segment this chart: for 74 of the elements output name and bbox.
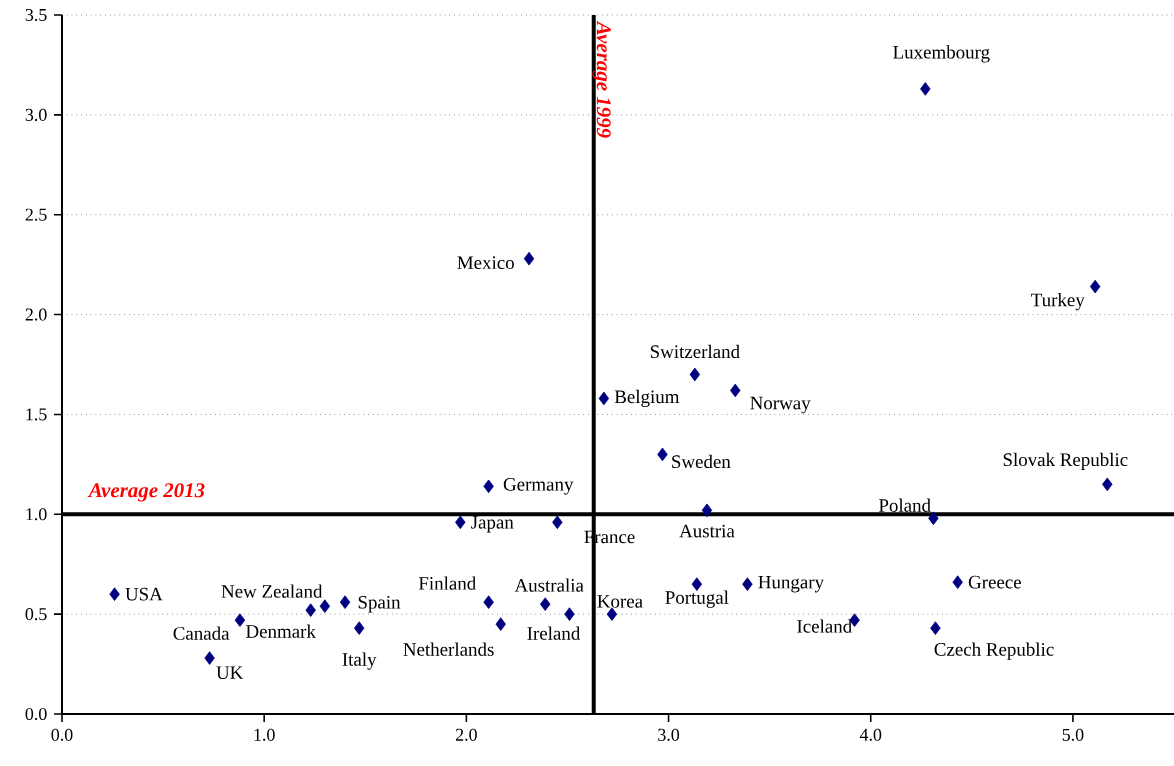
x-tick-label: 2.0 bbox=[455, 728, 477, 741]
annotation: Spain bbox=[358, 595, 401, 613]
y-tick-label: 2.5 bbox=[25, 208, 47, 221]
x-tick-label: 3.0 bbox=[658, 728, 680, 741]
point bbox=[1089, 279, 1101, 294]
annotation: Poland bbox=[878, 498, 931, 512]
annotation: Japan bbox=[471, 516, 514, 533]
point bbox=[691, 577, 703, 591]
annotation: Norway bbox=[750, 396, 811, 414]
point bbox=[495, 617, 506, 631]
annotation: Turkey bbox=[1031, 293, 1085, 311]
annotation: Mexico bbox=[457, 256, 514, 270]
annotation: Finland bbox=[418, 576, 476, 590]
ref-line-label: Average 2013 bbox=[87, 483, 205, 502]
point bbox=[319, 599, 331, 613]
annotation: USA bbox=[125, 587, 163, 601]
point bbox=[354, 621, 365, 635]
point bbox=[928, 511, 939, 526]
point bbox=[920, 82, 931, 96]
annotation: Korea bbox=[597, 595, 643, 608]
x-tick-label: 0.0 bbox=[51, 728, 73, 741]
point bbox=[483, 479, 494, 494]
annotation: Hungary bbox=[758, 575, 824, 593]
x-tick-label: 4.0 bbox=[859, 728, 882, 741]
y-tick-label: 1.0 bbox=[26, 508, 47, 521]
point bbox=[523, 251, 535, 266]
point bbox=[742, 577, 753, 591]
annotation: Czech Republic bbox=[934, 642, 1054, 660]
point bbox=[234, 613, 246, 627]
annotation: Slovak Republic bbox=[1003, 452, 1128, 470]
annotation: Austria bbox=[679, 524, 735, 538]
annotation: Belgium bbox=[614, 389, 680, 408]
point bbox=[305, 603, 316, 617]
y-tick-label: 2.0 bbox=[25, 308, 47, 321]
point bbox=[952, 575, 963, 589]
point bbox=[730, 383, 741, 398]
annotation: Portugal bbox=[665, 590, 729, 608]
point bbox=[1102, 477, 1113, 492]
point bbox=[606, 607, 618, 621]
annotation: Italy bbox=[342, 652, 377, 670]
point bbox=[204, 651, 215, 665]
annotation: Sweden bbox=[672, 454, 731, 469]
annotation: Greece bbox=[968, 575, 1021, 589]
point bbox=[701, 503, 713, 518]
y-tick-label: 3.0 bbox=[25, 108, 47, 121]
annotation: New Zealand bbox=[221, 584, 323, 598]
annotation: Ireland bbox=[527, 626, 581, 640]
point bbox=[598, 391, 610, 406]
point bbox=[455, 515, 466, 530]
y-tick-label: 3.5 bbox=[25, 8, 47, 22]
annotation: Luxembourg bbox=[893, 45, 990, 63]
point bbox=[552, 515, 563, 530]
point bbox=[483, 595, 494, 609]
point bbox=[930, 621, 941, 635]
point bbox=[564, 607, 575, 621]
annotation: Iceland bbox=[797, 619, 852, 633]
annotation: Denmark bbox=[246, 624, 316, 638]
y-tick-label: 1.5 bbox=[26, 408, 47, 421]
point bbox=[339, 595, 351, 609]
annotation: Switzerland bbox=[650, 344, 740, 359]
annotation: Australia bbox=[514, 578, 584, 592]
annotation: Germany bbox=[503, 478, 574, 495]
annotation: Canada bbox=[173, 626, 230, 640]
annotation: Netherlands bbox=[403, 642, 494, 656]
y-tick-label: 0.0 bbox=[25, 707, 47, 721]
point bbox=[657, 447, 668, 462]
y-tick-label: 0.5 bbox=[25, 608, 47, 621]
point bbox=[109, 587, 120, 601]
ref-line-label: Average 1999 bbox=[592, 20, 611, 138]
x-tick-label: 5.0 bbox=[1062, 728, 1084, 741]
annotation: UK bbox=[216, 666, 244, 680]
point bbox=[540, 597, 551, 611]
x-tick-label: 1.0 bbox=[254, 728, 275, 741]
point bbox=[689, 367, 701, 382]
